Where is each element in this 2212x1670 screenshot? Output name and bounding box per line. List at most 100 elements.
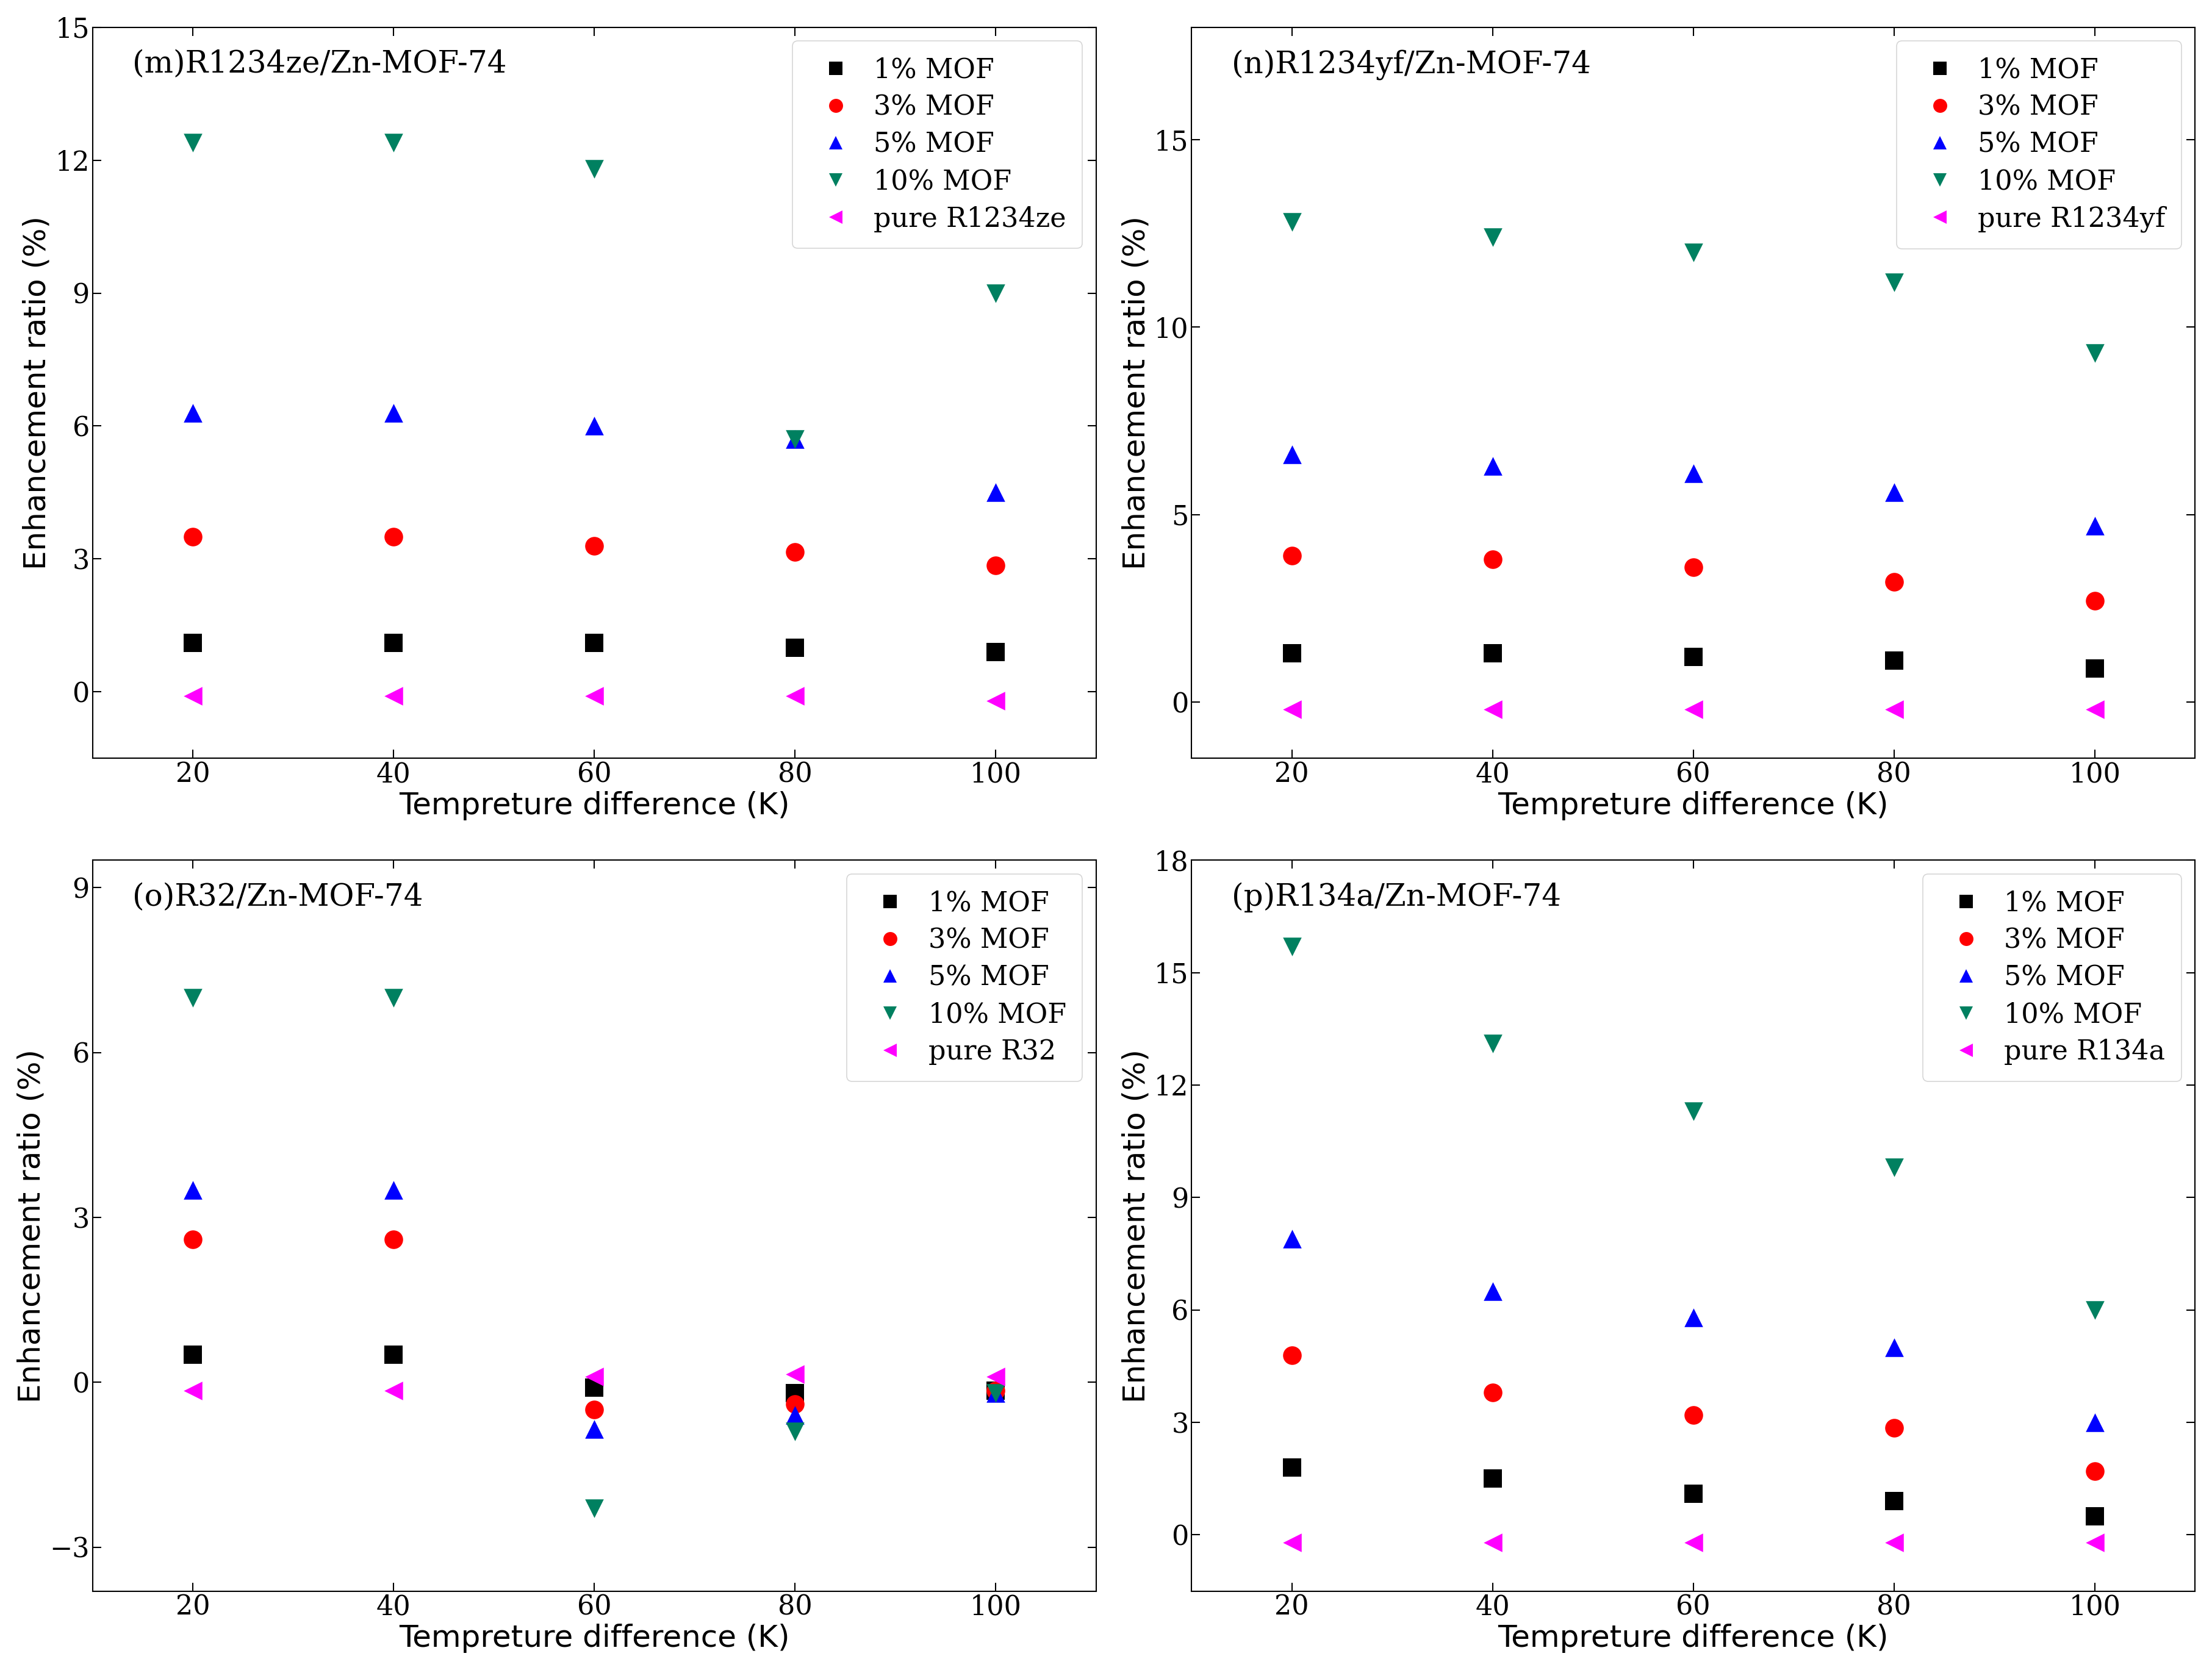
Point (776, 1361, 812, 1388)
Point (1475, 640, 1511, 666)
Point (978, 1378, 1013, 1404)
Point (1475, 1530, 1511, 1556)
Point (1475, 546, 1511, 573)
Point (376, 630, 411, 656)
Point (175, 399, 210, 426)
Point (376, 1226, 411, 1252)
Point (1876, 1154, 1911, 1181)
Point (2077, 1458, 2112, 1485)
Point (1677, 1480, 1712, 1506)
Point (175, 1378, 210, 1404)
Point (376, 523, 411, 549)
Point (376, 984, 411, 1010)
Point (1274, 441, 1310, 468)
Point (175, 1226, 210, 1252)
Text: (o)R32/Zn-MOF-74: (o)R32/Zn-MOF-74 (133, 882, 422, 912)
Point (2077, 513, 2112, 539)
Point (978, 281, 1013, 307)
Point (1274, 209, 1310, 235)
Point (577, 1416, 613, 1443)
Y-axis label: Enhancement ratio (%): Enhancement ratio (%) (1121, 215, 1150, 569)
Point (1677, 1530, 1712, 1556)
Point (2077, 1296, 2112, 1323)
Point (1677, 554, 1712, 581)
Point (1677, 643, 1712, 670)
Point (376, 1177, 411, 1204)
Point (1677, 696, 1712, 723)
Point (2077, 588, 2112, 615)
Point (376, 1378, 411, 1404)
Point (776, 1391, 812, 1418)
Legend: 1% MOF, 3% MOF, 5% MOF, 10% MOF, pure R134a: 1% MOF, 3% MOF, 5% MOF, 10% MOF, pure R1… (1922, 873, 2181, 1082)
X-axis label: Tempreture difference (K): Tempreture difference (K) (398, 792, 790, 820)
Point (376, 1341, 411, 1368)
Point (978, 553, 1013, 579)
Point (175, 984, 210, 1010)
Point (776, 1379, 812, 1406)
Point (376, 399, 411, 426)
Point (1876, 1334, 1911, 1361)
Point (577, 412, 613, 439)
Point (1876, 569, 1911, 596)
Point (1876, 1488, 1911, 1515)
Point (978, 1379, 1013, 1406)
Y-axis label: Enhancement ratio (%): Enhancement ratio (%) (1121, 1049, 1150, 1403)
Point (1876, 1414, 1911, 1441)
Point (1274, 543, 1310, 569)
Point (577, 1374, 613, 1401)
Point (1274, 1530, 1310, 1556)
Point (1475, 1465, 1511, 1491)
Point (978, 479, 1013, 506)
Legend: 1% MOF, 3% MOF, 5% MOF, 10% MOF, pure R32: 1% MOF, 3% MOF, 5% MOF, 10% MOF, pure R3… (847, 873, 1082, 1082)
Point (1677, 1097, 1712, 1124)
Point (1274, 934, 1310, 960)
Point (577, 630, 613, 656)
Point (1876, 1530, 1911, 1556)
Point (978, 638, 1013, 665)
Point (1274, 1341, 1310, 1368)
Y-axis label: Enhancement ratio (%): Enhancement ratio (%) (18, 1049, 46, 1403)
Point (1475, 1278, 1511, 1304)
Point (2077, 1503, 2112, 1530)
Text: (m)R1234ze/Zn-MOF-74: (m)R1234ze/Zn-MOF-74 (133, 50, 507, 80)
Point (376, 129, 411, 155)
X-axis label: Tempreture difference (K): Tempreture difference (K) (398, 1623, 790, 1653)
Point (1475, 1030, 1511, 1057)
Point (1274, 1226, 1310, 1252)
Point (978, 1378, 1013, 1404)
Point (776, 426, 812, 453)
Point (776, 539, 812, 566)
Point (1677, 239, 1712, 266)
X-axis label: Tempreture difference (K): Tempreture difference (K) (1498, 792, 1889, 820)
Point (1274, 640, 1310, 666)
Point (2077, 1530, 2112, 1556)
Point (978, 1379, 1013, 1406)
Point (1475, 453, 1511, 479)
Point (2077, 655, 2112, 681)
Point (577, 533, 613, 559)
Point (978, 688, 1013, 715)
Point (1274, 696, 1310, 723)
Point (776, 426, 812, 453)
Point (1677, 1304, 1712, 1331)
Point (1475, 224, 1511, 250)
Point (175, 523, 210, 549)
Point (1876, 696, 1911, 723)
Point (1876, 479, 1911, 506)
Point (2077, 696, 2112, 723)
Point (1876, 269, 1911, 296)
Point (376, 683, 411, 710)
Point (1677, 1401, 1712, 1428)
Point (1475, 1379, 1511, 1406)
Point (2077, 341, 2112, 367)
Point (1876, 648, 1911, 675)
Point (175, 1177, 210, 1204)
Point (2077, 1409, 2112, 1436)
Legend: 1% MOF, 3% MOF, 5% MOF, 10% MOF, pure R1234yf: 1% MOF, 3% MOF, 5% MOF, 10% MOF, pure R1… (1896, 42, 2181, 249)
Point (776, 1418, 812, 1445)
Point (1274, 1455, 1310, 1481)
Point (1677, 459, 1712, 486)
Y-axis label: Enhancement ratio (%): Enhancement ratio (%) (22, 215, 51, 569)
Point (776, 1401, 812, 1428)
Point (175, 630, 210, 656)
